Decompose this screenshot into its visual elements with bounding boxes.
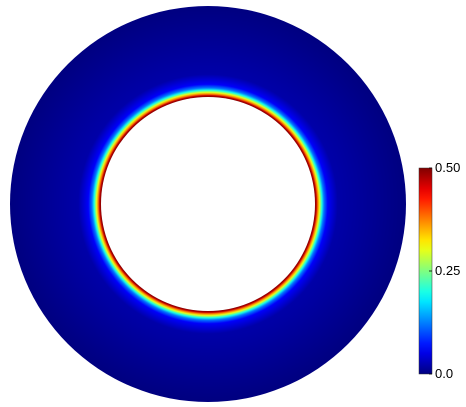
colorbar-tick-label: 0.50 (435, 160, 460, 175)
colorbar-ticks: 0.50 0.25 0.0 (429, 160, 460, 381)
inner-hole (101, 97, 315, 311)
colorbar-tick-label: 0.25 (435, 263, 460, 278)
colorbar-tick-label: 0.0 (435, 366, 453, 381)
